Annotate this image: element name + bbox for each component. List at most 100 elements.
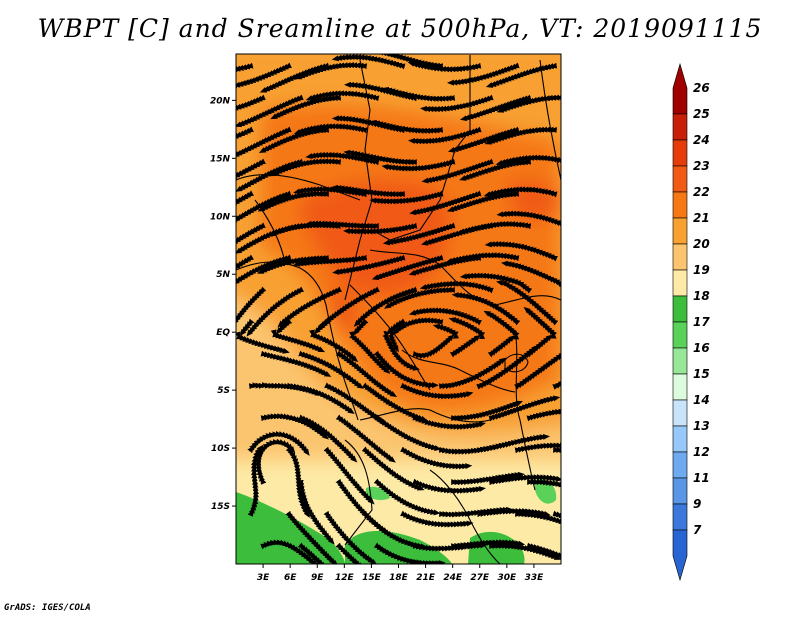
colorbar-label: 17	[693, 315, 710, 329]
streamline	[412, 323, 460, 359]
x-tick-label: 18E	[389, 573, 409, 583]
streamline	[552, 510, 561, 537]
streamline	[412, 414, 486, 430]
colorbar-label: 22	[693, 185, 710, 199]
border-line-4	[349, 284, 431, 391]
y-tick-label: 5S	[217, 386, 230, 396]
x-tick-label: 30E	[497, 573, 517, 583]
colorbar-segment	[672, 399, 688, 427]
y-tick-label: 15S	[211, 502, 230, 512]
border-line-1	[344, 59, 373, 301]
streamline	[567, 482, 635, 501]
streamline	[552, 357, 561, 390]
colorbar-segment	[672, 269, 688, 297]
streamline	[488, 395, 561, 422]
streamline	[399, 446, 473, 470]
coastline-gulf-of-guinea	[236, 261, 359, 421]
colorbar-label: 19	[693, 263, 710, 277]
colorbar-segment	[672, 113, 688, 141]
border-line-2	[371, 55, 471, 241]
colorbar-segment	[672, 191, 688, 219]
colorbar-label: 7	[693, 523, 702, 537]
border-line-12	[539, 59, 561, 181]
y-tick-label: 20N	[210, 96, 231, 106]
colorbar-label: 14	[693, 393, 710, 407]
country-borders	[236, 55, 561, 564]
streamline	[412, 478, 486, 494]
colorbar-label: 15	[693, 367, 710, 381]
colorbar-arrow-bottom	[672, 529, 688, 582]
streamline	[496, 280, 559, 326]
lake-victoria	[504, 353, 529, 373]
y-tick-label: 10S	[211, 444, 230, 454]
colorbar: 26 25 24 23 22 21 20 19 18 17 16 15 14 13 12 11 9 7	[672, 62, 710, 582]
colorbar-label: 11	[693, 471, 710, 485]
colorbar-label: 24	[693, 133, 710, 147]
streamline	[476, 433, 550, 454]
colorbar-segment	[672, 243, 688, 271]
colorbar-label: 21	[693, 211, 710, 225]
streamline	[495, 154, 561, 166]
colorbar-label: 9	[693, 497, 701, 511]
x-tick-label: 12E	[335, 573, 355, 583]
colorbar-label: 20	[693, 237, 710, 251]
streamline	[526, 542, 561, 564]
border-line-3	[369, 249, 561, 306]
streamline	[485, 62, 558, 88]
x-tick-label: 33E	[525, 573, 545, 583]
streamline	[483, 186, 558, 198]
streamline	[373, 414, 442, 451]
streamline	[484, 126, 557, 145]
border-line-6	[359, 408, 491, 423]
streamlines	[236, 54, 636, 564]
y-axis-ticks: 20N 15N 10N 5N EQ 5S 10S 15S	[210, 96, 236, 512]
colorbar-segment	[672, 139, 688, 167]
streamline	[567, 318, 603, 354]
streamline	[400, 382, 474, 400]
x-tick-label: 9E	[311, 573, 324, 583]
streamline	[297, 542, 357, 564]
streamline	[335, 542, 399, 564]
streamline	[514, 442, 561, 454]
border-line-9	[429, 469, 501, 564]
streamline	[247, 444, 264, 517]
colorbar-segment	[672, 165, 688, 193]
border-line-5	[401, 349, 516, 393]
streamline	[515, 510, 561, 532]
y-tick-label: EQ	[216, 328, 230, 338]
colorbar-label: 18	[693, 289, 710, 303]
x-tick-label: 27E	[470, 573, 490, 583]
border-line-10	[236, 174, 361, 201]
streamline	[526, 407, 561, 422]
streamline	[527, 478, 561, 498]
streamline	[488, 474, 561, 486]
plot-title: WBPT [C] and Sreamline at 500hPa, VT: 20…	[37, 14, 763, 43]
x-tick-label: 6E	[284, 573, 297, 583]
streamline	[553, 446, 561, 468]
y-tick-label: 10N	[210, 212, 231, 222]
colorbar-segment	[672, 295, 688, 323]
border-line-11	[254, 199, 286, 263]
streamline	[567, 546, 635, 562]
colorbar-segment	[672, 477, 688, 505]
colorbar-segment	[672, 451, 688, 479]
colorbar-segment	[672, 321, 688, 349]
colorbar-segment	[672, 217, 688, 245]
x-tick-label: 21E	[416, 573, 436, 583]
colorbar-arrow-top	[672, 62, 688, 115]
colorbar-segment	[672, 347, 688, 375]
streamline	[484, 241, 558, 262]
colorbar-label: 12	[693, 445, 710, 459]
grads-credit: GrADS: IGES/COLA	[4, 603, 91, 613]
streamline	[514, 345, 561, 390]
x-tick-label: 3E	[257, 573, 270, 583]
shaded-field	[236, 54, 561, 460]
border-line-8	[344, 439, 373, 546]
x-axis-ticks: 3E 6E 9E 12E 15E 18E 21E 24E 27E 30E 33E	[257, 564, 544, 583]
streamline	[567, 418, 636, 432]
colorbar-label: 25	[693, 107, 710, 121]
colorbar-segment	[672, 373, 688, 401]
streamline	[496, 210, 561, 230]
streamline	[400, 510, 474, 528]
